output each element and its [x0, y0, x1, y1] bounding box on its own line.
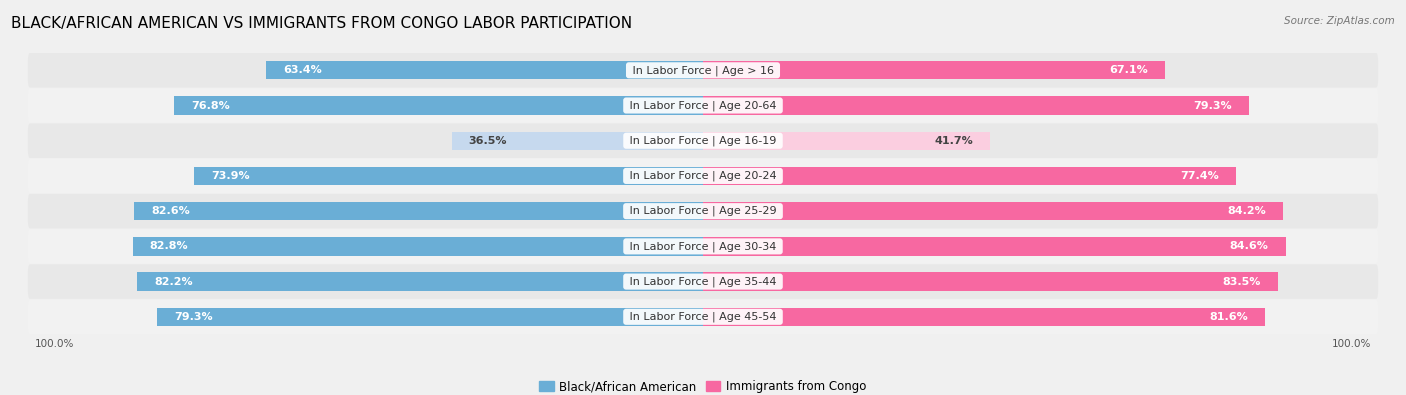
Text: 73.9%: 73.9%: [211, 171, 250, 181]
Bar: [136, 273, 703, 291]
Bar: [134, 202, 703, 220]
Bar: [194, 167, 703, 185]
FancyBboxPatch shape: [28, 229, 1378, 263]
Legend: Black/African American, Immigrants from Congo: Black/African American, Immigrants from …: [534, 376, 872, 395]
Text: In Labor Force | Age 30-34: In Labor Force | Age 30-34: [626, 241, 780, 252]
Bar: [266, 61, 703, 79]
Text: 67.1%: 67.1%: [1109, 65, 1149, 75]
Bar: [703, 96, 1250, 115]
Bar: [174, 96, 703, 115]
Bar: [703, 202, 1284, 220]
Text: 41.7%: 41.7%: [935, 136, 973, 146]
FancyBboxPatch shape: [28, 53, 1378, 88]
FancyBboxPatch shape: [28, 159, 1378, 193]
Text: In Labor Force | Age 16-19: In Labor Force | Age 16-19: [626, 135, 780, 146]
Text: 63.4%: 63.4%: [284, 65, 322, 75]
Bar: [703, 167, 1236, 185]
Text: Source: ZipAtlas.com: Source: ZipAtlas.com: [1284, 16, 1395, 26]
Text: 81.6%: 81.6%: [1209, 312, 1249, 322]
FancyBboxPatch shape: [28, 88, 1378, 123]
Text: 79.3%: 79.3%: [174, 312, 212, 322]
Text: In Labor Force | Age 25-29: In Labor Force | Age 25-29: [626, 206, 780, 216]
Text: 36.5%: 36.5%: [468, 136, 508, 146]
Bar: [156, 308, 703, 326]
Text: In Labor Force | Age > 16: In Labor Force | Age > 16: [628, 65, 778, 75]
Bar: [451, 132, 703, 150]
Bar: [703, 308, 1265, 326]
Text: In Labor Force | Age 45-54: In Labor Force | Age 45-54: [626, 312, 780, 322]
Text: 82.2%: 82.2%: [153, 276, 193, 287]
Text: 100.0%: 100.0%: [1331, 339, 1371, 349]
FancyBboxPatch shape: [28, 299, 1378, 334]
Text: BLACK/AFRICAN AMERICAN VS IMMIGRANTS FROM CONGO LABOR PARTICIPATION: BLACK/AFRICAN AMERICAN VS IMMIGRANTS FRO…: [11, 16, 633, 31]
FancyBboxPatch shape: [28, 124, 1378, 158]
Bar: [703, 132, 990, 150]
Text: 77.4%: 77.4%: [1180, 171, 1219, 181]
Text: 82.6%: 82.6%: [152, 206, 190, 216]
Text: 84.2%: 84.2%: [1227, 206, 1265, 216]
Text: 83.5%: 83.5%: [1223, 276, 1261, 287]
FancyBboxPatch shape: [28, 264, 1378, 299]
Bar: [703, 61, 1166, 79]
FancyBboxPatch shape: [28, 194, 1378, 228]
Text: In Labor Force | Age 20-64: In Labor Force | Age 20-64: [626, 100, 780, 111]
Text: 84.6%: 84.6%: [1230, 241, 1268, 251]
Bar: [703, 237, 1286, 256]
Text: 76.8%: 76.8%: [191, 100, 229, 111]
Text: 79.3%: 79.3%: [1194, 100, 1232, 111]
Text: 100.0%: 100.0%: [35, 339, 75, 349]
Bar: [132, 237, 703, 256]
Text: In Labor Force | Age 35-44: In Labor Force | Age 35-44: [626, 276, 780, 287]
Text: In Labor Force | Age 20-24: In Labor Force | Age 20-24: [626, 171, 780, 181]
Bar: [703, 273, 1278, 291]
Text: 82.8%: 82.8%: [150, 241, 188, 251]
